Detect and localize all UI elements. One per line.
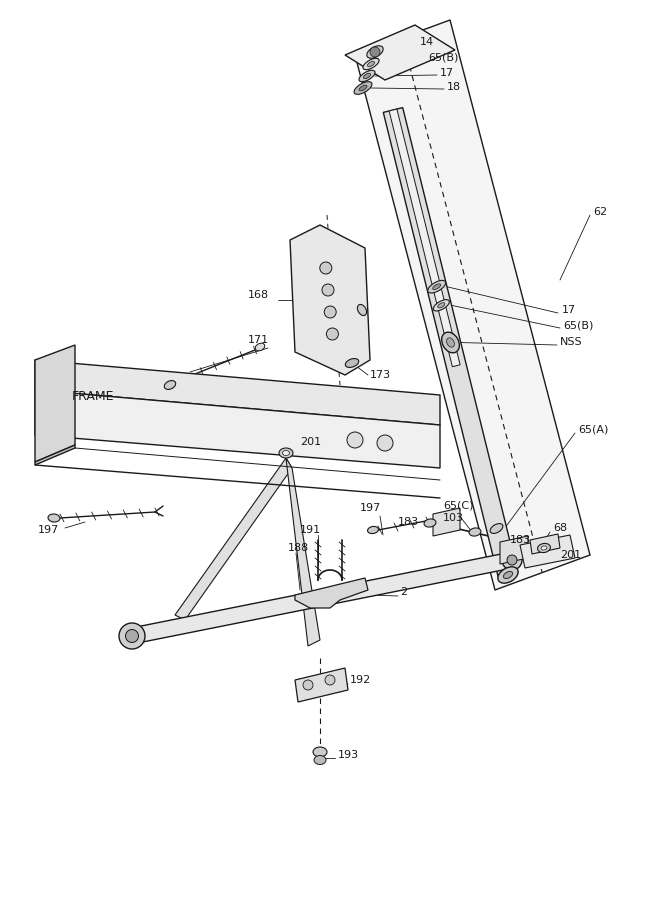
Text: 65(B): 65(B)	[428, 53, 458, 63]
Ellipse shape	[314, 755, 326, 764]
Text: 188: 188	[288, 543, 309, 553]
Ellipse shape	[502, 550, 522, 570]
Ellipse shape	[255, 343, 265, 351]
Polygon shape	[345, 25, 455, 80]
Text: 183: 183	[510, 535, 531, 545]
Ellipse shape	[433, 284, 441, 290]
Ellipse shape	[469, 528, 481, 536]
Ellipse shape	[346, 358, 359, 367]
Text: NSS: NSS	[560, 337, 583, 347]
Circle shape	[370, 47, 380, 57]
Circle shape	[326, 328, 338, 340]
Polygon shape	[131, 553, 514, 644]
Ellipse shape	[504, 572, 512, 579]
Ellipse shape	[434, 300, 450, 311]
Circle shape	[325, 675, 335, 685]
Polygon shape	[355, 20, 590, 590]
Text: 193: 193	[338, 750, 359, 760]
Polygon shape	[35, 360, 440, 425]
Polygon shape	[35, 445, 75, 465]
Text: 192: 192	[350, 675, 372, 685]
Polygon shape	[520, 535, 575, 568]
Ellipse shape	[438, 302, 445, 308]
Ellipse shape	[364, 74, 371, 78]
Ellipse shape	[507, 555, 517, 565]
Text: 17: 17	[440, 68, 454, 78]
Polygon shape	[433, 508, 460, 536]
Circle shape	[377, 435, 393, 451]
Ellipse shape	[363, 58, 379, 69]
Ellipse shape	[354, 82, 372, 94]
Text: 18: 18	[447, 82, 461, 92]
Ellipse shape	[125, 629, 139, 643]
Text: 191: 191	[300, 525, 321, 535]
Polygon shape	[500, 536, 528, 564]
Text: 197: 197	[38, 525, 59, 535]
Circle shape	[303, 680, 313, 690]
Ellipse shape	[359, 70, 375, 82]
Polygon shape	[290, 225, 370, 375]
Polygon shape	[175, 458, 292, 620]
Text: 65(A): 65(A)	[578, 425, 608, 435]
Polygon shape	[295, 578, 368, 608]
Text: 173: 173	[370, 370, 391, 380]
Text: 103: 103	[443, 513, 464, 523]
Text: 201: 201	[300, 437, 321, 447]
Ellipse shape	[367, 46, 383, 58]
Ellipse shape	[447, 338, 454, 347]
Text: 201: 201	[560, 550, 581, 560]
Text: 168: 168	[248, 290, 269, 300]
Ellipse shape	[424, 519, 436, 527]
Text: 171: 171	[248, 335, 269, 345]
Circle shape	[322, 284, 334, 296]
Ellipse shape	[359, 86, 367, 91]
Ellipse shape	[541, 546, 547, 550]
Polygon shape	[389, 109, 460, 366]
Ellipse shape	[490, 524, 503, 534]
Text: 17: 17	[562, 305, 576, 315]
Text: 14: 14	[420, 37, 434, 47]
Ellipse shape	[313, 747, 327, 757]
Ellipse shape	[498, 567, 518, 583]
Polygon shape	[35, 390, 440, 468]
Ellipse shape	[538, 544, 550, 553]
Text: 65(B): 65(B)	[563, 320, 594, 330]
Circle shape	[347, 432, 363, 448]
Polygon shape	[384, 108, 518, 578]
Circle shape	[319, 262, 331, 274]
Text: 2: 2	[400, 587, 407, 597]
Ellipse shape	[279, 448, 293, 458]
Text: 68: 68	[553, 523, 567, 533]
Ellipse shape	[48, 514, 60, 522]
Polygon shape	[35, 345, 75, 462]
Ellipse shape	[119, 623, 145, 649]
Polygon shape	[530, 534, 560, 554]
Circle shape	[324, 306, 336, 318]
Text: 197: 197	[360, 503, 382, 513]
Ellipse shape	[164, 381, 175, 390]
Text: 62: 62	[593, 207, 607, 217]
Ellipse shape	[283, 451, 289, 455]
Ellipse shape	[428, 281, 446, 293]
Polygon shape	[295, 668, 348, 702]
Text: FRAME: FRAME	[72, 391, 115, 403]
Ellipse shape	[358, 304, 367, 316]
Text: 65(C): 65(C)	[443, 500, 474, 510]
Polygon shape	[286, 458, 320, 646]
Ellipse shape	[442, 332, 460, 353]
Ellipse shape	[368, 61, 375, 67]
Text: 183: 183	[398, 517, 419, 527]
Ellipse shape	[368, 526, 378, 534]
